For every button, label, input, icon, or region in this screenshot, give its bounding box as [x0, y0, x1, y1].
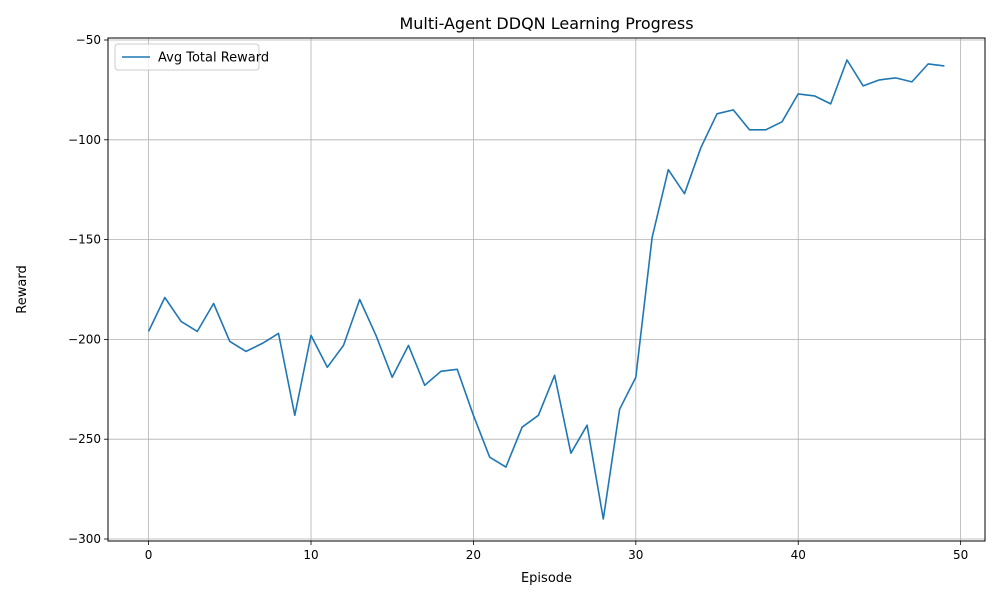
- y-tick-label: −300: [68, 532, 101, 546]
- data-points: [148, 59, 945, 520]
- legend-label: Avg Total Reward: [158, 51, 269, 66]
- x-tick-label: 0: [145, 548, 153, 562]
- axis-ticks: 0 10 20 30 40 50 −300 −250 −200 −150 −100 −50: [68, 33, 968, 562]
- y-axis-label: Reward: [15, 265, 30, 313]
- legend: Avg Total Reward: [114, 43, 269, 71]
- series-layer: [147, 59, 945, 520]
- legend-box: [114, 43, 260, 71]
- chart-title: Multi-Agent DDQN Learning Progress: [399, 14, 693, 33]
- grid: [108, 38, 985, 541]
- y-tick-label: −50: [76, 33, 101, 47]
- series-line-avg-total-reward: [147, 59, 945, 520]
- x-tick-label: 10: [303, 548, 318, 562]
- x-tick-label: 20: [466, 548, 481, 562]
- x-tick-label: 50: [953, 548, 968, 562]
- x-axis-label: Episode: [521, 571, 572, 586]
- plot-frame: [107, 37, 986, 542]
- x-tick-label: 30: [628, 548, 643, 562]
- y-tick-label: −100: [68, 133, 101, 147]
- x-tick-label: 40: [791, 548, 806, 562]
- y-tick-label: −200: [68, 332, 101, 346]
- y-tick-label: −250: [68, 432, 101, 446]
- y-tick-label: −150: [68, 233, 101, 247]
